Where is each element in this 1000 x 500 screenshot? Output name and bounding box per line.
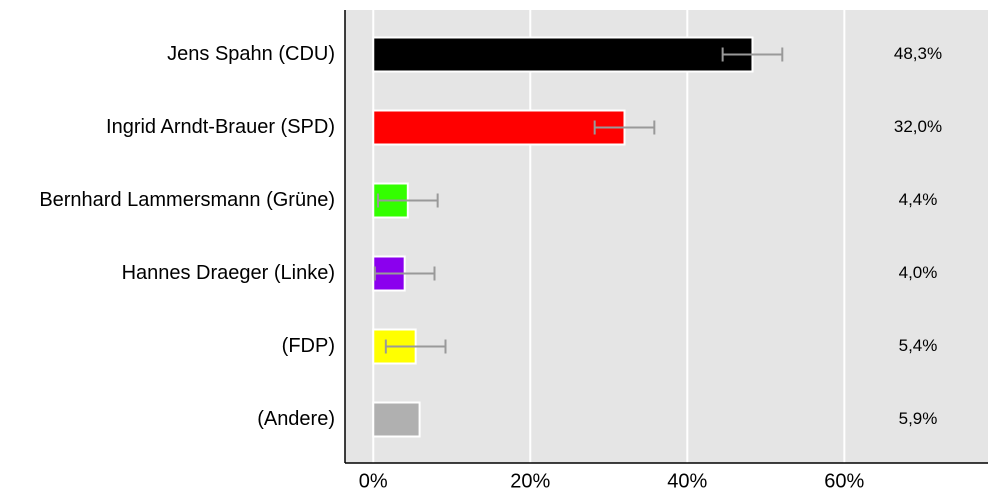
bar — [372, 36, 754, 73]
value-label: 4,4% — [899, 190, 938, 209]
value-label: 32,0% — [894, 117, 942, 136]
x-tick-label: 40% — [667, 470, 707, 492]
value-label: 48,3% — [894, 44, 942, 63]
y-tick-label: (Andere) — [257, 408, 335, 430]
value-label: 4,0% — [899, 263, 938, 282]
y-tick-label: Bernhard Lammersmann (Grüne) — [39, 189, 335, 211]
y-tick-label: Hannes Draeger (Linke) — [122, 262, 335, 284]
error-bar — [593, 120, 656, 135]
error-bar — [384, 339, 447, 354]
x-tick-label: 0% — [359, 470, 388, 492]
y-tick-label: Ingrid Arndt-Brauer (SPD) — [106, 116, 335, 138]
bar — [372, 109, 626, 146]
y-tick-label: (FDP) — [282, 335, 335, 357]
bar — [372, 401, 421, 438]
plot-background — [345, 10, 988, 463]
x-tick-label: 60% — [824, 470, 864, 492]
error-bar — [373, 266, 436, 281]
value-label: 5,4% — [899, 336, 938, 355]
value-label: 5,9% — [899, 409, 938, 428]
error-bar — [376, 193, 439, 208]
error-bar — [721, 47, 784, 62]
x-tick-label: 20% — [510, 470, 550, 492]
y-tick-label: Jens Spahn (CDU) — [167, 43, 335, 65]
